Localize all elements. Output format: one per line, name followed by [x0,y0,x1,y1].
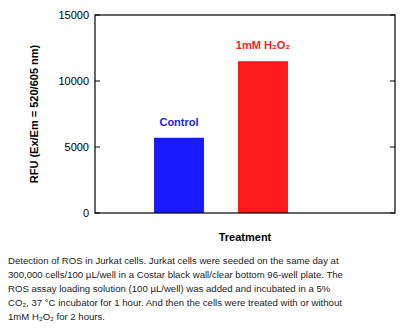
y-axis-title: RFU (Ex/Em = 520/605 nm) [28,44,40,183]
y-tick-label: 15000 [58,9,89,21]
y-tick [95,81,100,82]
bars [154,61,288,213]
x-axis-title: Treatment [219,231,272,243]
y-tick-right [390,15,395,16]
caption-line: 300,000 cells/100 µL/well in a Costar bl… [8,268,408,282]
caption-line: Detection of ROS in Jurkat cells. Jurkat… [8,254,408,268]
y-tick [95,147,100,148]
y-tick-right [390,81,395,82]
caption-line: ROS assay loading solution (100 µL/well)… [8,282,408,296]
y-tick-right [390,213,395,214]
y-tick-label: 5000 [65,141,89,153]
category-label: Control [159,116,198,128]
caption: Detection of ROS in Jurkat cells. Jurkat… [8,254,408,324]
y-tick [95,213,100,214]
y-tick-label: 10000 [58,75,89,87]
y-tick-right [390,147,395,148]
y-tick [95,15,100,16]
bar [238,61,288,213]
caption-line: CO₂, 37 °C incubator for 1 hour. And the… [8,296,408,310]
bar [154,138,204,213]
caption-line: 1mM H₂O₂ for 2 hours. [8,310,408,324]
plot-frame [95,15,395,213]
y-tick-label: 0 [83,207,89,219]
category-label: 1mM H₂O₂ [236,39,291,51]
